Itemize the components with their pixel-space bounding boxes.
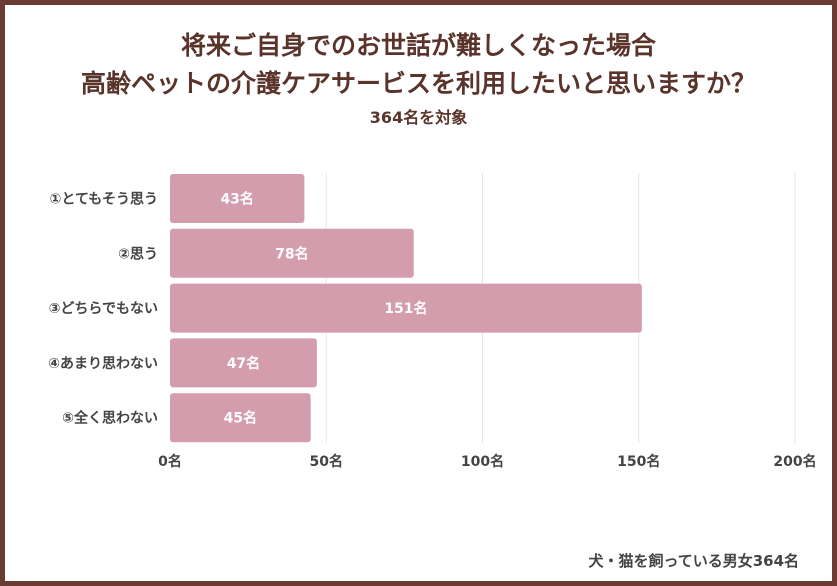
bar-value-label: 47名 bbox=[227, 355, 260, 372]
bar-value-label: 151名 bbox=[384, 300, 427, 317]
y-category-label: ③どちらでもない bbox=[49, 301, 158, 317]
bar-value-label: 43名 bbox=[220, 191, 253, 208]
chart-title-line1: 将来ご自身でのお世話が難しくなった場合 bbox=[180, 31, 656, 60]
bar bbox=[170, 393, 311, 443]
x-tick-label: 100名 bbox=[461, 453, 504, 470]
bar bbox=[170, 174, 305, 223]
y-category-label: ②思う bbox=[118, 246, 158, 262]
x-tick-label: 0名 bbox=[158, 453, 182, 470]
x-tick-label: 200名 bbox=[773, 453, 816, 470]
bar-value-label: 45名 bbox=[224, 410, 257, 427]
x-tick-label: 50名 bbox=[310, 453, 343, 470]
footer-note: 犬・猫を飼っている男女364名 bbox=[588, 552, 799, 570]
chart-title-line2: 高齢ペットの介護ケアサービスを利用したいと思いますか？ bbox=[80, 69, 756, 98]
bar bbox=[170, 338, 317, 388]
bar bbox=[170, 283, 642, 333]
bar-value-label: 78名 bbox=[275, 245, 308, 262]
x-tick-label: 150名 bbox=[617, 453, 660, 470]
y-category-label: ⑤全く思わない bbox=[62, 410, 158, 427]
bar bbox=[170, 228, 414, 278]
chart-subtitle: 364名を対象 bbox=[369, 108, 468, 127]
y-category-label: ④あまり思わない bbox=[48, 356, 158, 372]
y-category-label: ①とてもそう思う bbox=[50, 192, 158, 208]
